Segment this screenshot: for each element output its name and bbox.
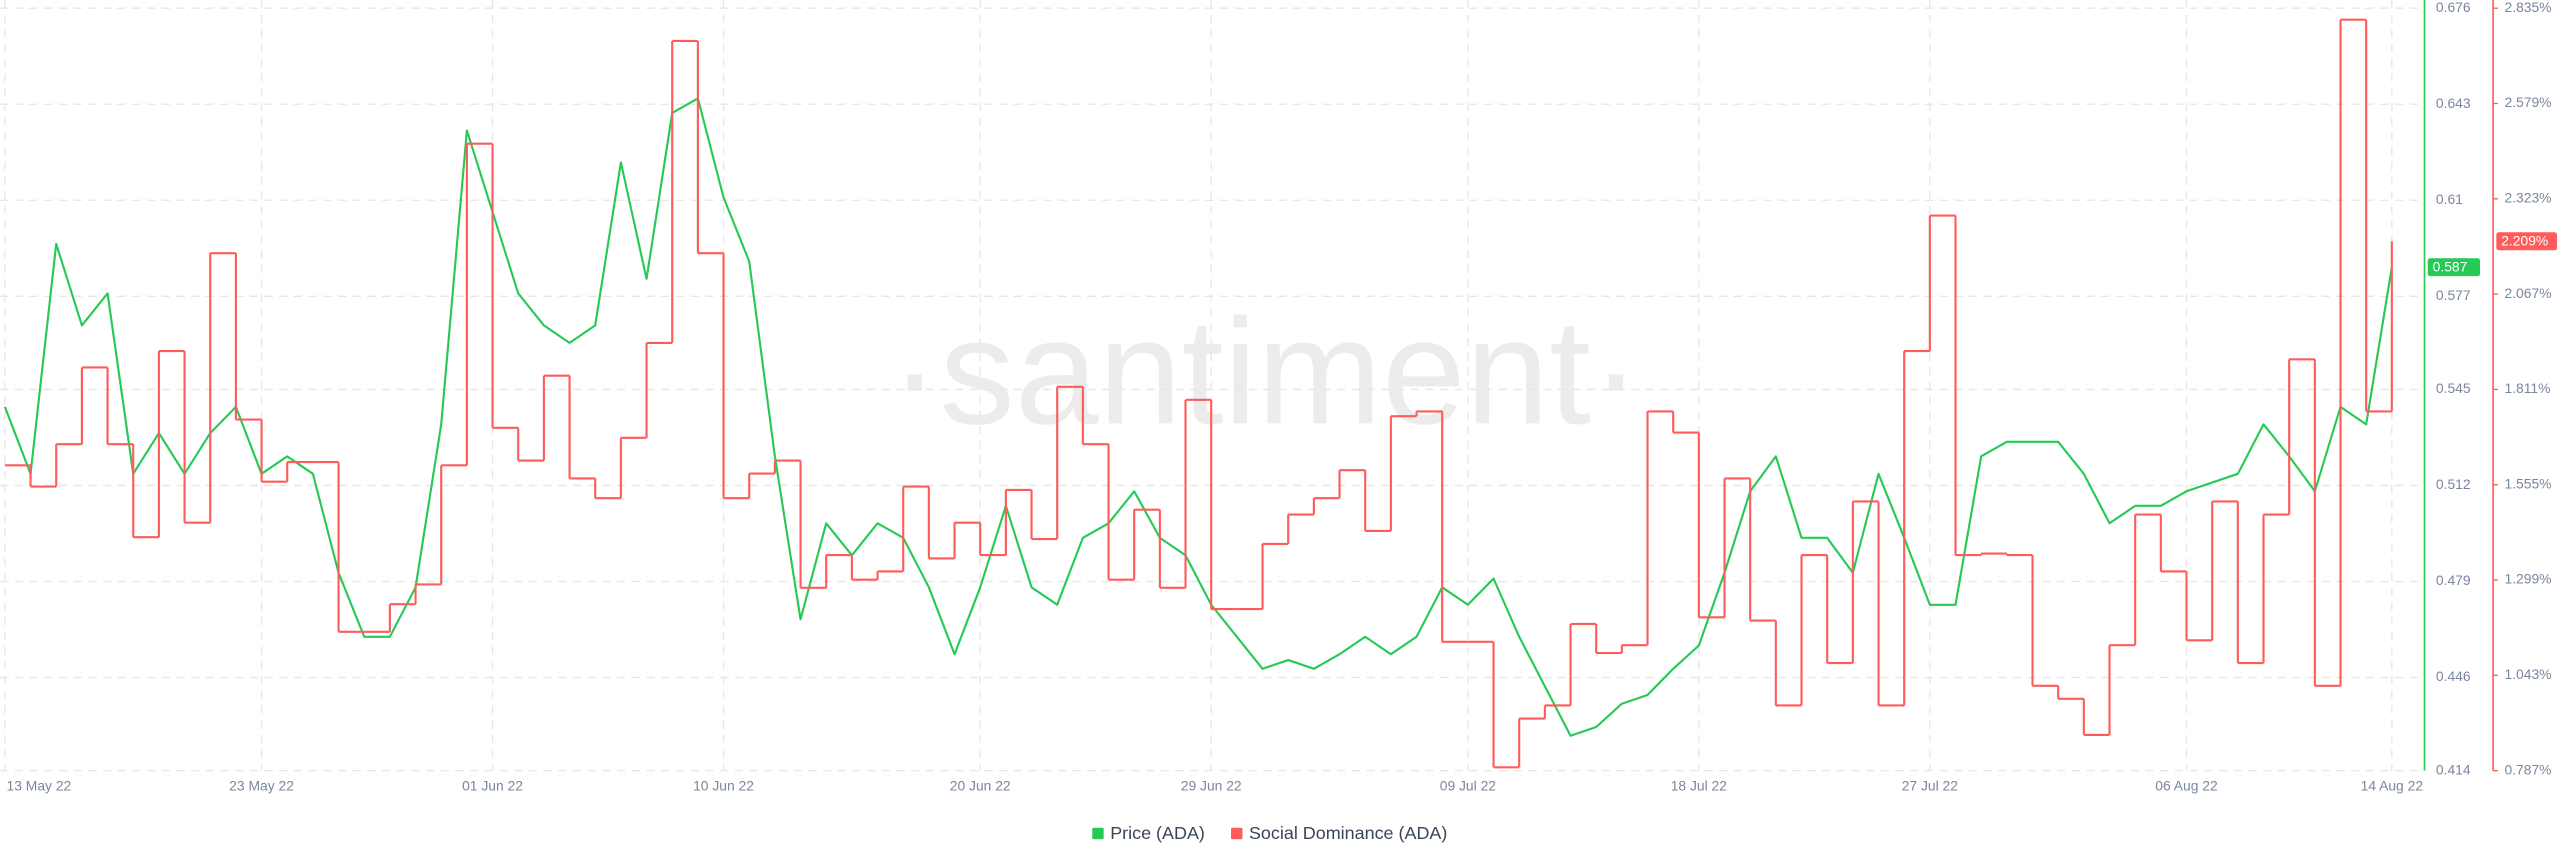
y-tick-label: 0.577 [2436,287,2471,303]
y2-tick-label: 1.043% [2504,666,2551,682]
x-tick-label: 27 Jul 22 [1902,778,1959,794]
y2-tick-label: 2.579% [2504,94,2551,110]
y2-tick-label: 2.835% [2504,0,2551,15]
price-line [3,97,2393,737]
x-tick-label: 29 Jun 22 [1181,778,1242,794]
legend-label: Social Dominance (ADA) [1249,823,1447,843]
y2-tick-label: 0.787% [2504,761,2551,777]
badge-label: 2.209% [2501,233,2548,249]
x-tick-label: 09 Jul 22 [1440,778,1497,794]
x-tick-label: 23 May 22 [229,778,294,794]
x-tick-label: 10 Jun 22 [693,778,754,794]
y2-tick-label: 2.067% [2504,285,2551,301]
y2-tick-label: 2.323% [2504,189,2551,205]
x-tick-label: 18 Jul 22 [1671,778,1728,794]
y-tick-label: 0.446 [2436,668,2471,684]
value-badge: 2.209% [2496,232,2558,251]
legend-swatch [1092,827,1104,840]
y-tick-label: 0.61 [2436,191,2463,207]
y-tick-label: 0.545 [2436,380,2471,396]
y2-tick-label: 1.299% [2504,571,2551,587]
y2-tick-label: 1.555% [2504,475,2551,491]
x-tick-label: 01 Jun 22 [462,778,523,794]
watermark: ·santiment· [890,287,1641,455]
x-tick-label: 14 Aug 22 [2361,778,2424,794]
legend-label: Price (ADA) [1110,823,1205,843]
y-tick-label: 0.414 [2436,761,2471,777]
y-tick-label: 0.479 [2436,572,2471,588]
badge-label: 0.587 [2433,259,2468,275]
legend-swatch [1231,827,1243,840]
value-badge: 0.587 [2427,258,2480,277]
badge-bg [2496,232,2558,251]
legend-item: Social Dominance (ADA) [1231,823,1447,843]
legend-item: Price (ADA) [1092,823,1205,843]
x-tick-label: 13 May 22 [7,778,72,794]
x-tick-label: 20 Jun 22 [950,778,1011,794]
y-tick-label: 0.643 [2436,95,2471,111]
y-tick-label: 0.676 [2436,0,2471,15]
badge-bg [2427,258,2480,277]
x-tick-label: 06 Aug 22 [2155,778,2218,794]
y2-tick-label: 1.811% [2504,380,2550,396]
y-tick-label: 0.512 [2436,476,2471,492]
